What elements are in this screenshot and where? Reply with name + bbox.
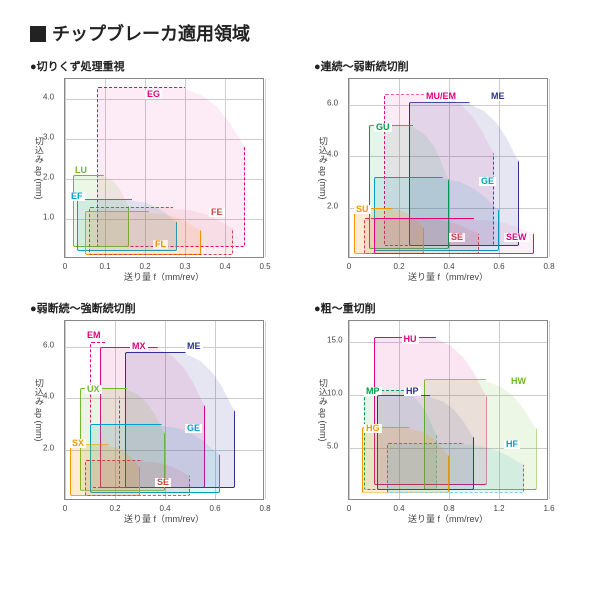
x-axis-label: 送り量 f（mm/rev） xyxy=(408,270,488,283)
main-title-text: チップブレーカ適用領域 xyxy=(52,24,250,44)
chart-panel: ●連続〜弱断続切削00.20.40.60.82.04.06.0MU/EMMEGU… xyxy=(314,58,570,286)
region-label: GE xyxy=(479,177,496,186)
chart-grid: ●切りくず処理重視00.10.20.30.40.51.02.03.04.0EGL… xyxy=(30,58,570,528)
region-label: MX xyxy=(130,342,148,351)
chart-area: 00.40.81.21.65.010.015.0HUHWMPHPHGHF送り量 … xyxy=(348,320,548,500)
region-label: ME xyxy=(489,92,507,101)
chart-area: 00.10.20.30.40.51.02.03.04.0EGLUEFFLFE送り… xyxy=(64,78,264,258)
region-label: MP xyxy=(364,387,382,396)
region-label: SE xyxy=(155,478,171,487)
y-tick: 15.0 xyxy=(327,336,343,345)
panel-title: ●粗〜重切削 xyxy=(314,300,570,316)
y-tick: 2.0 xyxy=(43,173,54,182)
chart-panel: ●弱断続〜強断続切削00.20.40.60.82.04.06.0EMMXMEUX… xyxy=(30,300,286,528)
region-label: EF xyxy=(69,192,85,201)
region-label: HU xyxy=(402,335,419,344)
y-tick: 2.0 xyxy=(43,443,54,452)
x-tick: 0.6 xyxy=(209,504,220,513)
region-label: SX xyxy=(70,439,86,448)
panel-title: ●切りくず処理重視 xyxy=(30,58,286,74)
chart-wrap: 00.40.81.21.65.010.015.0HUHWMPHPHGHF送り量 … xyxy=(314,320,570,528)
x-axis-label: 送り量 f（mm/rev） xyxy=(124,512,204,525)
region-label: HW xyxy=(509,377,528,386)
y-axis-label: 切込み ap (mm) xyxy=(317,379,327,442)
y-tick: 2.0 xyxy=(327,201,338,210)
y-tick: 1.0 xyxy=(43,213,54,222)
chart-wrap: 00.20.40.60.82.04.06.0MU/EMMEGUGESUSESEW… xyxy=(314,78,570,286)
x-tick: 0.2 xyxy=(393,262,404,271)
region-label: HP xyxy=(404,387,421,396)
x-tick: 0.5 xyxy=(259,262,270,271)
chart-panel: ●切りくず処理重視00.10.20.30.40.51.02.03.04.0EGL… xyxy=(30,58,286,286)
region-label: GE xyxy=(185,424,202,433)
region-label: SEW xyxy=(504,233,529,242)
x-axis-label: 送り量 f（mm/rev） xyxy=(408,512,488,525)
square-bullet-icon xyxy=(30,26,46,42)
x-tick: 0.2 xyxy=(109,504,120,513)
y-tick: 4.0 xyxy=(327,150,338,159)
x-tick: 0.1 xyxy=(99,262,110,271)
x-tick: 0.8 xyxy=(543,262,554,271)
y-tick: 6.0 xyxy=(43,340,54,349)
chart-area: 00.20.40.60.82.04.06.0MU/EMMEGUGESUSESEW… xyxy=(348,78,548,258)
region-label: LU xyxy=(73,166,89,175)
chart-panel: ●粗〜重切削00.40.81.21.65.010.015.0HUHWMPHPHG… xyxy=(314,300,570,528)
region-label: MU/EM xyxy=(424,92,458,101)
region-label: EM xyxy=(85,331,103,340)
region-label: EG xyxy=(145,90,162,99)
panel-title: ●連続〜弱断続切削 xyxy=(314,58,570,74)
chart-wrap: 00.20.40.60.82.04.06.0EMMXMEUXGESXSE送り量 … xyxy=(30,320,286,528)
y-tick: 10.0 xyxy=(327,389,343,398)
y-tick: 5.0 xyxy=(327,442,338,451)
x-tick: 0.4 xyxy=(219,262,230,271)
y-axis-label: 切込み ap (mm) xyxy=(33,379,43,442)
y-tick: 4.0 xyxy=(43,392,54,401)
main-title: チップブレーカ適用領域 xyxy=(30,20,570,46)
x-axis-label: 送り量 f（mm/rev） xyxy=(124,270,204,283)
x-tick: 1.6 xyxy=(543,504,554,513)
x-tick: 0 xyxy=(347,262,351,271)
y-tick: 3.0 xyxy=(43,133,54,142)
x-tick: 0.6 xyxy=(493,262,504,271)
region-label: UX xyxy=(85,385,102,394)
region-label: ME xyxy=(185,342,203,351)
y-axis-label: 切込み ap (mm) xyxy=(33,137,43,200)
region-label: GU xyxy=(374,123,392,132)
x-tick: 1.2 xyxy=(493,504,504,513)
panel-title: ●弱断続〜強断続切削 xyxy=(30,300,286,316)
region-label: HF xyxy=(504,440,520,449)
chart-area: 00.20.40.60.82.04.06.0EMMXMEUXGESXSE送り量 … xyxy=(64,320,264,500)
y-axis-label: 切込み ap (mm) xyxy=(317,137,327,200)
region-label: HG xyxy=(364,424,382,433)
x-tick: 0 xyxy=(63,262,67,271)
y-tick: 4.0 xyxy=(43,93,54,102)
x-tick: 0.4 xyxy=(393,504,404,513)
chart-wrap: 00.10.20.30.40.51.02.03.04.0EGLUEFFLFE送り… xyxy=(30,78,286,286)
x-tick: 0 xyxy=(347,504,351,513)
x-tick: 0 xyxy=(63,504,67,513)
region-label: FE xyxy=(209,208,225,217)
x-tick: 0.8 xyxy=(259,504,270,513)
region-label: SU xyxy=(354,205,371,214)
y-tick: 6.0 xyxy=(327,98,338,107)
